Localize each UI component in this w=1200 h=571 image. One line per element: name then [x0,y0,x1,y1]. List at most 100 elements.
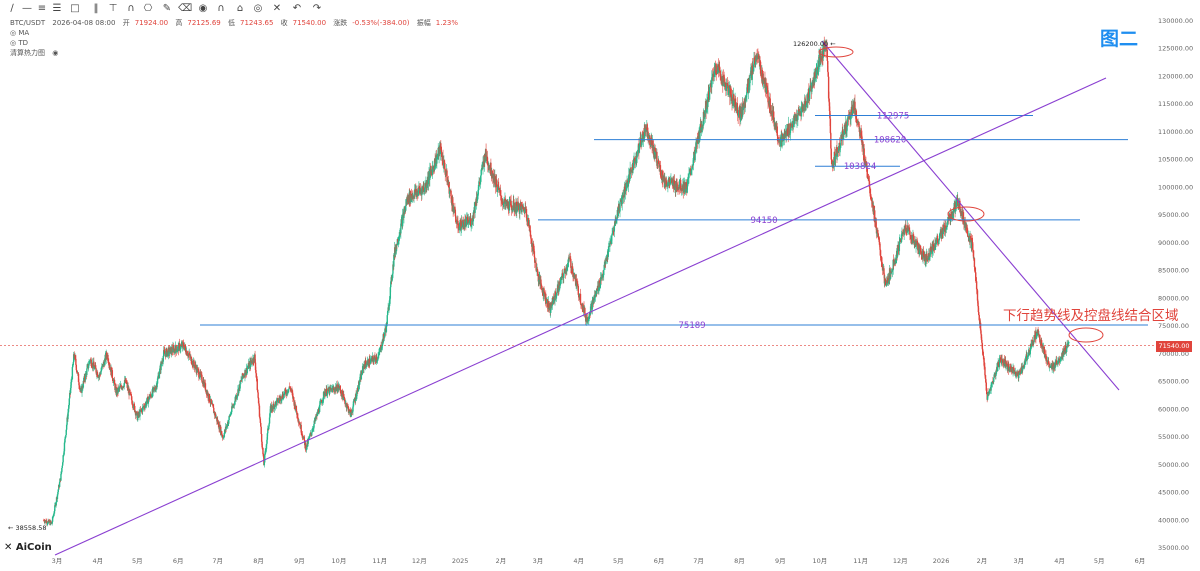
candle-body [590,303,592,307]
eye-icon[interactable]: ◎ [253,3,263,14]
candle-body [605,260,607,264]
candle-body [997,365,999,372]
line-icon[interactable]: — [22,3,32,14]
candle-body [649,135,651,145]
candle-body [301,434,304,437]
camera-icon[interactable]: ◉ [198,3,208,14]
candle-body [469,219,471,224]
candle-body [477,186,480,190]
ascending-trendline[interactable] [54,77,1107,556]
candle-body [611,233,613,236]
candle-body [77,373,80,382]
rectangle-icon[interactable]: □ [70,3,80,14]
candle-body [71,367,74,380]
candle-body [670,178,672,183]
candle-body [407,195,410,203]
indicator-liquidation-heatmap[interactable]: 清算热力图 ◉ [10,49,59,57]
candle-body [910,235,912,239]
candle-body [139,409,141,417]
candle-body [57,489,60,493]
pitchfork-icon[interactable]: ⊤ [108,3,118,14]
candle-body [656,162,659,166]
x-tick-label: 8月 [734,557,745,565]
candle-body [191,364,193,366]
candle-body [468,219,470,222]
candle-body [490,162,492,175]
redo-icon[interactable]: ↷ [312,3,322,14]
candle-body [272,403,274,410]
candle-body [364,360,366,369]
y-tick-label: 100000.00 [1158,183,1193,191]
symbol[interactable]: BTC/USDT [10,19,46,27]
candle-body [69,392,71,399]
candle-body [1036,331,1038,334]
candle-body [722,76,724,87]
candle-body [745,96,747,101]
candle-body [846,122,849,125]
candle-body [360,372,363,380]
candle-body [54,505,56,512]
candle-body [979,322,982,331]
candle-body [448,190,451,194]
candle-body [44,521,46,523]
delete-icon[interactable]: ✕ [272,3,282,14]
candle-body [657,162,659,164]
candle-body [548,308,551,309]
candle-body [470,225,472,227]
candle-body [570,267,572,270]
candle-body [288,388,290,390]
indicator-ma[interactable]: ◎ MA [10,29,30,37]
candle-body [643,134,645,136]
candle-body [450,190,452,197]
eraser-icon[interactable]: ⌫ [178,3,193,14]
candle-body [475,205,477,206]
horizontal-lines-icon[interactable]: ≡ [37,3,47,14]
candle-body [261,447,264,449]
candle-body [739,106,741,120]
pattern-icon[interactable]: ∩ [127,3,135,14]
candle-body [977,300,979,306]
candle-body [322,391,325,400]
candle-body [769,98,771,112]
undo-icon[interactable]: ↶ [292,3,302,14]
candle-body [495,185,497,188]
candle-body [498,188,501,191]
measure-icon[interactable]: ⎔ [143,3,153,14]
candle-body [76,370,78,372]
candle-body [55,502,57,506]
candle-body [732,94,735,106]
candle-body [223,436,225,438]
candle-body [464,219,467,222]
candle-body [909,234,912,236]
descending-trendline[interactable] [821,40,1120,391]
candle-body [127,386,129,391]
candle-body [58,481,61,487]
candle-body [391,277,393,281]
fibonacci-icon[interactable]: ‖ [93,3,99,14]
candle-body [474,202,476,213]
candle-body [415,192,417,195]
candle-body [400,220,403,224]
lock-icon[interactable]: ⌂ [236,3,244,14]
candle-body [259,416,261,419]
candle-body [936,235,939,243]
candle-body [744,106,746,108]
close-label: 收 [280,19,288,27]
candle-body [993,377,995,382]
candle-body [647,133,649,137]
pencil-icon[interactable]: ∕ [10,3,14,14]
candle-body [163,350,165,356]
candle-body [550,302,553,306]
candle-body [361,373,363,375]
magnet-icon[interactable]: ∩ [217,3,225,14]
candle-body [93,361,95,366]
candle-body [972,249,974,251]
candle-body [943,224,945,227]
candle-body [444,169,446,175]
indicator-td[interactable]: ◎ TD [10,39,29,47]
candle-body [628,174,630,183]
list-icon[interactable]: ☰ [52,3,62,14]
candle-body [688,172,691,174]
brush-icon[interactable]: ✎ [162,3,172,14]
